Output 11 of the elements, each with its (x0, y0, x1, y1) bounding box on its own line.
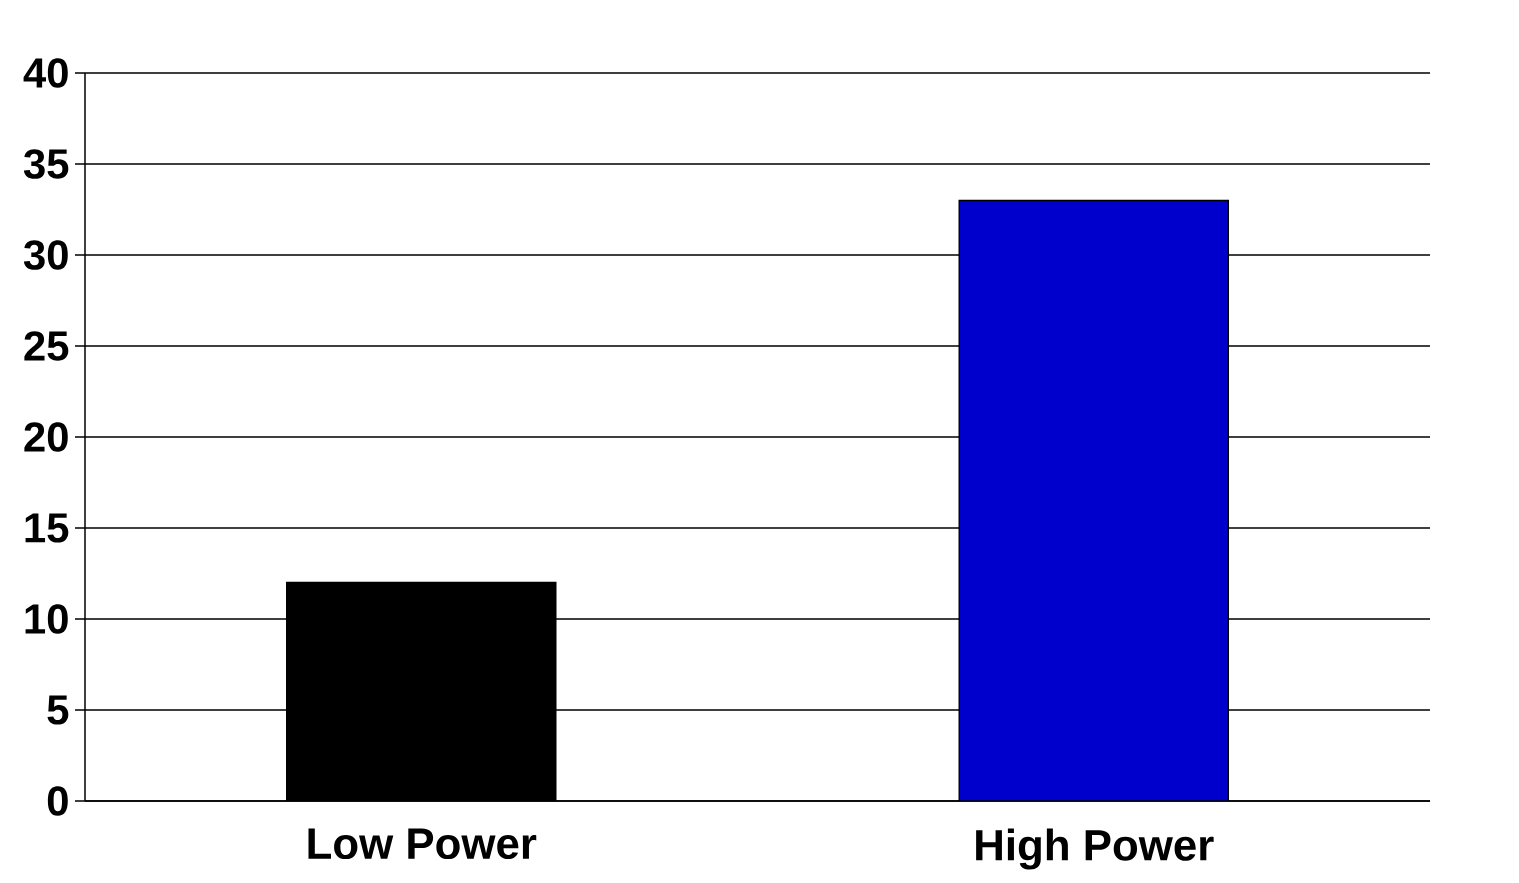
y-tick-label: 25 (24, 331, 69, 361)
y-tick-label: 0 (47, 786, 68, 816)
y-tick-label: 10 (25, 604, 68, 634)
y-tick-label: 15 (25, 513, 69, 543)
x-tick-label: Low Power (308, 828, 537, 860)
y-tick-label: 40 (23, 58, 68, 88)
y-tick-label: 5 (47, 695, 69, 725)
y-tick-label: 20 (24, 422, 68, 452)
y-tick-label: 30 (23, 240, 68, 270)
y-tick-label: 35 (23, 149, 69, 179)
x-tick-label: High Power (976, 828, 1214, 870)
